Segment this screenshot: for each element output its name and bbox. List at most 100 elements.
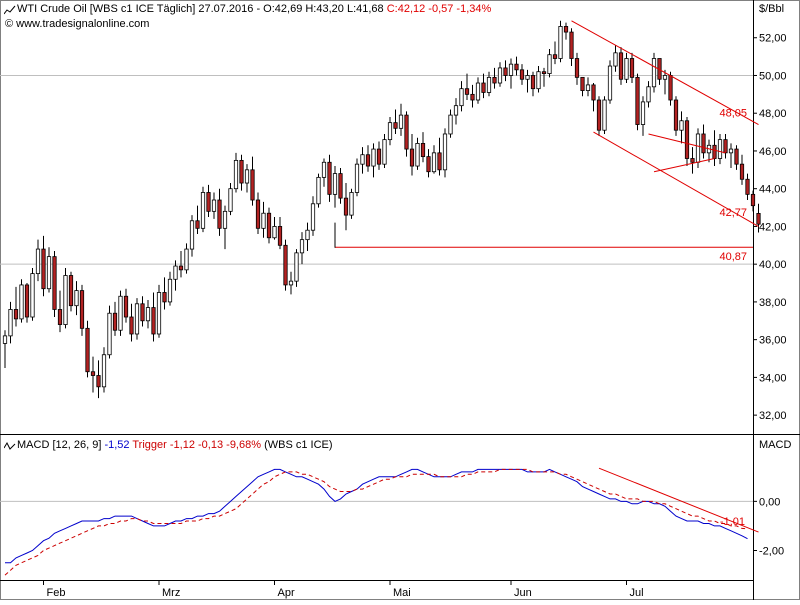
close-change: C:42,12 -0,57 -1,34% — [386, 3, 492, 15]
candle-up — [200, 192, 206, 229]
channel-upper-value: 48,05 — [719, 107, 747, 119]
candle-down — [162, 292, 167, 303]
macd-title: MACD [12, 26, 9] -1,52 Trigger -1,12 -0,… — [17, 439, 333, 451]
candle-up — [398, 114, 404, 129]
candle-down — [283, 244, 288, 286]
candle-up — [497, 67, 503, 84]
candle-up — [525, 75, 530, 80]
candle-down — [701, 133, 706, 154]
month-label: Jun — [514, 587, 532, 599]
month-label: Jul — [630, 587, 644, 599]
price-tick-label: 38,00 — [759, 297, 787, 309]
candle-down — [596, 99, 602, 131]
candle-down — [673, 99, 679, 131]
candle-up — [602, 99, 607, 131]
candle-down — [552, 54, 558, 59]
candle-down — [684, 120, 690, 159]
candle-up — [651, 58, 657, 88]
flag-lower-line — [653, 158, 715, 173]
candle-down — [343, 197, 349, 216]
candle-down — [470, 93, 475, 101]
candle-up — [299, 239, 305, 254]
candle-down — [250, 169, 255, 201]
candle-up — [613, 52, 618, 67]
candle-up — [360, 154, 365, 165]
candle-up — [585, 84, 591, 91]
price-tick-label: 32,00 — [759, 410, 787, 422]
macd-label: MACD [12, 26, 9] — [17, 439, 102, 451]
candle-up — [211, 199, 217, 212]
candle-up — [508, 63, 514, 76]
flag-upper-line — [648, 133, 726, 154]
candle-up — [107, 312, 112, 356]
candle-up — [486, 76, 492, 93]
candle-up — [349, 192, 354, 216]
candle-up — [728, 148, 734, 154]
candle-down — [503, 67, 508, 76]
candle-down — [85, 327, 90, 373]
macd-trend-line — [598, 467, 759, 533]
candle-up — [244, 169, 250, 184]
price-tick-label: 44,00 — [759, 184, 787, 196]
pct-value: -9,68% — [226, 439, 262, 451]
month-label: Apr — [278, 587, 295, 599]
candle-down — [690, 158, 695, 163]
website-text: www.tradesignalonline.com — [16, 18, 150, 30]
website-credit: © www.tradesignalonline.com — [5, 18, 149, 30]
hist-value: -0,13 — [198, 439, 224, 451]
candle-up — [46, 256, 52, 290]
support-value: 40,87 — [719, 251, 747, 263]
candle-up — [442, 133, 448, 171]
candle-up — [35, 248, 41, 275]
candle-down — [591, 84, 596, 101]
candle-up — [261, 212, 266, 229]
candle-down — [635, 76, 640, 125]
candle-down — [57, 309, 63, 325]
candle-down — [129, 316, 134, 335]
macd-value: -1,52 — [104, 439, 130, 451]
instrument-title: WTI Crude Oil [WBS c1 ICE Täglich] 27.07… — [17, 3, 491, 15]
channel-lower-line — [593, 131, 759, 227]
candle-down — [195, 220, 200, 229]
candle-down — [24, 284, 30, 318]
candle-down — [514, 63, 519, 71]
price-tick-label: 34,00 — [759, 372, 787, 384]
candle-up — [184, 248, 189, 271]
candle-down — [541, 71, 547, 74]
candle-down — [151, 307, 156, 335]
macd-trend-value: -1,01 — [720, 516, 745, 528]
candle-up — [387, 122, 393, 141]
candle-up — [145, 307, 151, 322]
trigger-value: -1,12 — [169, 439, 195, 451]
month-label: Mrz — [162, 587, 180, 599]
candle-up — [189, 220, 195, 250]
candle-up — [63, 275, 68, 325]
candle-up — [332, 173, 338, 195]
candle-down — [563, 26, 569, 33]
candle-down — [217, 199, 222, 229]
macd-source: (WBS c1 ICE) — [264, 439, 333, 451]
candle-up — [134, 303, 140, 335]
candle-down — [629, 58, 635, 78]
candle-up — [547, 54, 552, 74]
candle-down — [745, 178, 750, 195]
candle-up — [558, 26, 563, 59]
candle-up — [321, 161, 327, 178]
macd-tick-label: 0,00 — [759, 496, 780, 508]
candle-up — [74, 290, 79, 307]
candle-up — [272, 226, 277, 239]
candle-down — [712, 144, 717, 159]
candle-up — [310, 203, 316, 231]
candle-up — [19, 284, 24, 320]
month-label: Feb — [47, 587, 66, 599]
price-series-icon — [4, 5, 16, 15]
price-tick-label: 36,00 — [759, 335, 787, 347]
candle-down — [668, 75, 673, 101]
candle-down — [90, 371, 96, 376]
candle-down — [464, 88, 470, 95]
candle-down — [41, 248, 46, 290]
candle-down — [519, 69, 525, 80]
price-tick-label: 50,00 — [759, 70, 787, 82]
candle-down — [756, 213, 761, 225]
